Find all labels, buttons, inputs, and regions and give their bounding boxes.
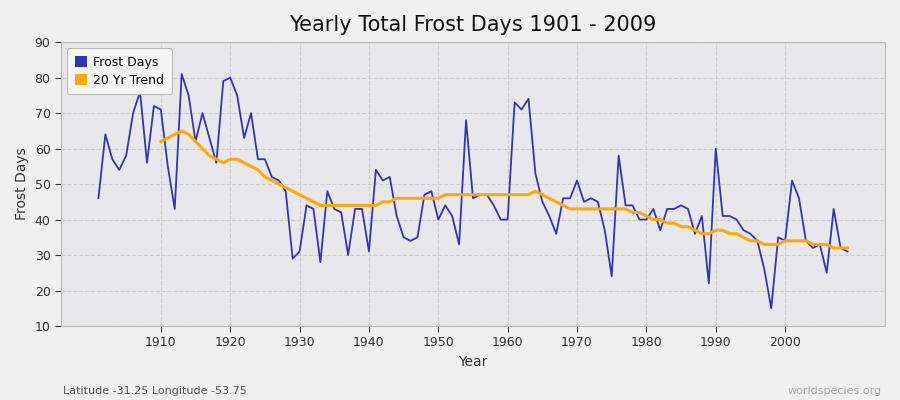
Text: Latitude -31.25 Longitude -53.75: Latitude -31.25 Longitude -53.75 (63, 386, 247, 396)
Y-axis label: Frost Days: Frost Days (15, 148, 29, 220)
X-axis label: Year: Year (458, 355, 488, 369)
Legend: Frost Days, 20 Yr Trend: Frost Days, 20 Yr Trend (68, 48, 172, 94)
Text: worldspecies.org: worldspecies.org (788, 386, 882, 396)
Title: Yearly Total Frost Days 1901 - 2009: Yearly Total Frost Days 1901 - 2009 (289, 15, 657, 35)
